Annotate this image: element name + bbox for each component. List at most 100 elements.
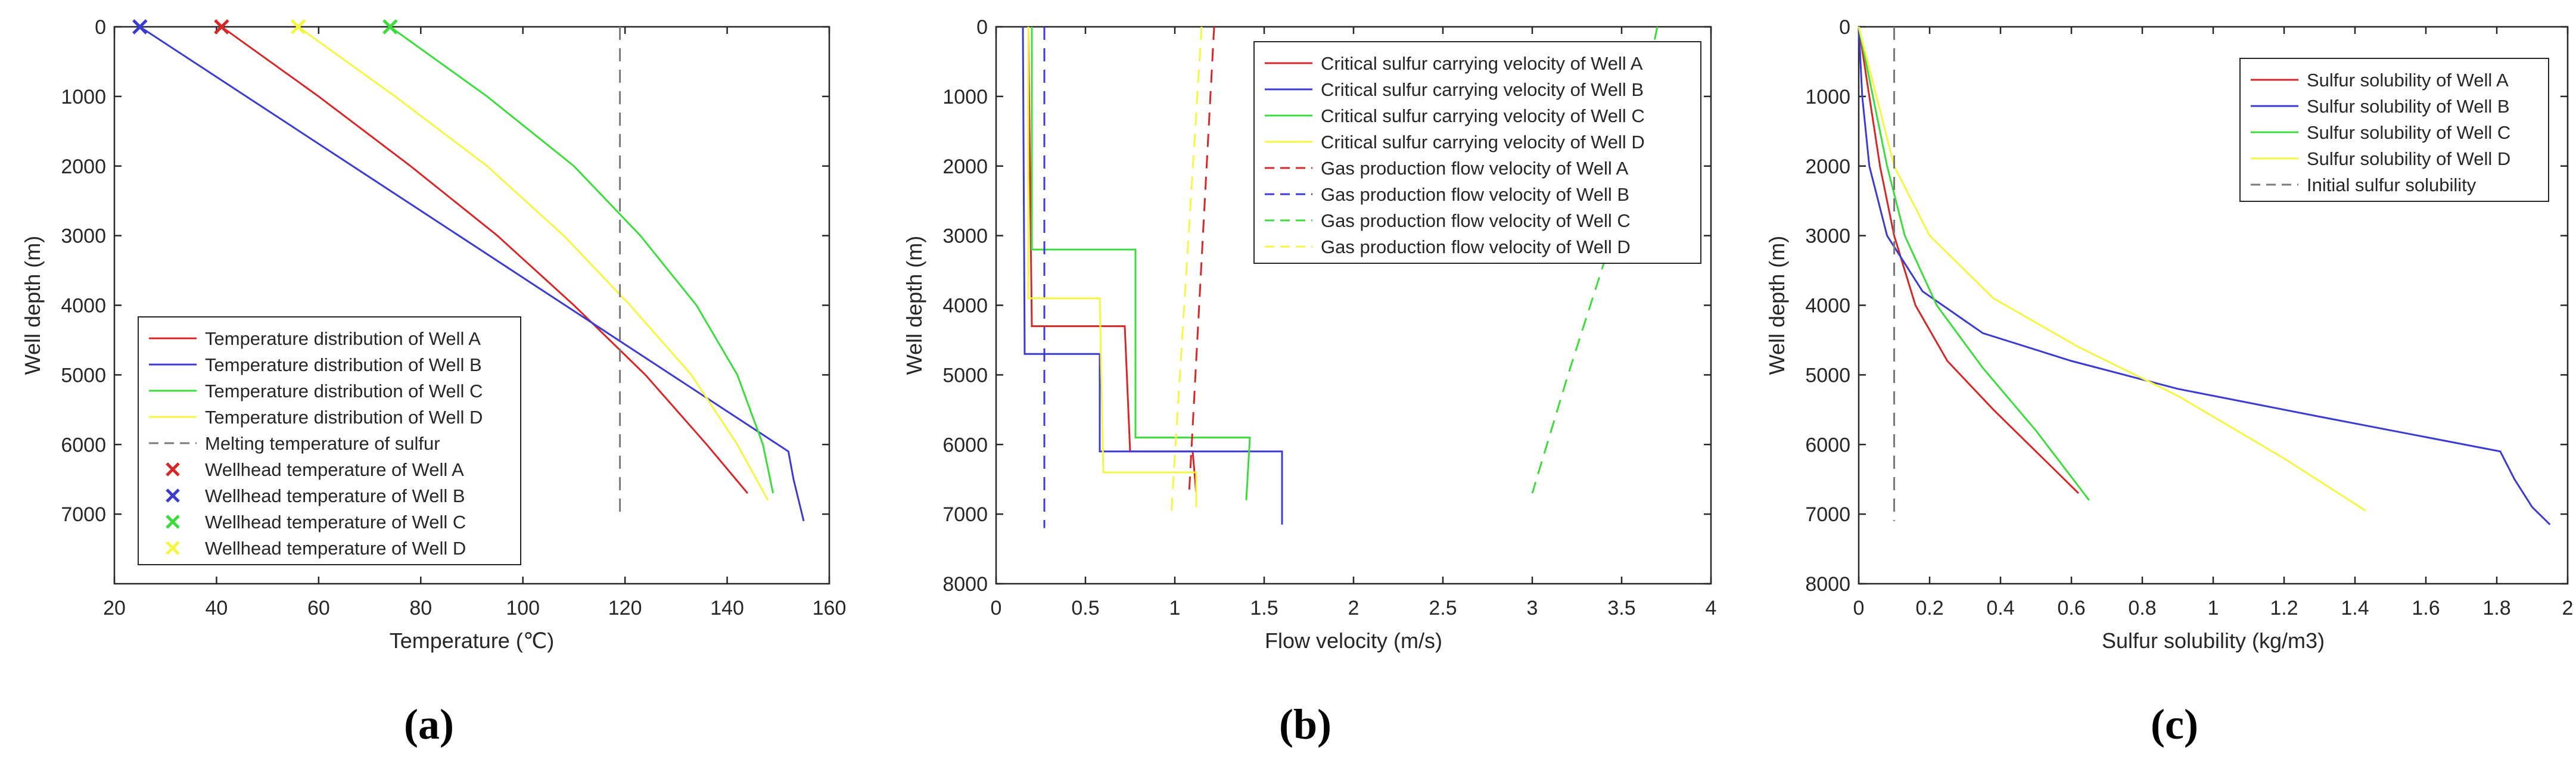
chart-c: 0 0.2 0.4 0.6 0.8 1 1.2 1.4 1.6 1.8 2 0 1000 2000 3000…: [1765, 16, 2573, 653]
legend-label: Temperature distribution of Well D: [205, 407, 483, 428]
legend-label: Initial sulfur solubility: [2307, 175, 2477, 195]
legend-entry: Temperature distribution of Well A: [149, 328, 481, 349]
y-tick-label: 1000: [942, 86, 988, 108]
y-tick-label: 1000: [1805, 86, 1850, 108]
legend-label: Critical sulfur carrying velocity of Wel…: [1321, 132, 1645, 152]
x-tick-label: 0.4: [1986, 597, 2014, 619]
legend-entry: Critical sulfur carrying velocity of Wel…: [1265, 105, 1645, 126]
legend-entry: Wellhead temperature of Well B: [166, 485, 465, 506]
series-line-b-1: [139, 26, 805, 522]
legend-entry: Gas production flow velocity of Well A: [1265, 158, 1629, 179]
legend-label: Gas production flow velocity of Well A: [1321, 158, 1629, 179]
y-tick-label: 6000: [61, 434, 106, 456]
x-tick-label: 1: [1169, 597, 1181, 619]
y-tick-label: 2000: [61, 155, 106, 178]
legend-entry: Initial sulfur solubility: [2251, 175, 2477, 195]
y-axis-label: Well depth (m): [20, 236, 45, 375]
legend-entry: Critical sulfur carrying velocity of Wel…: [1265, 79, 1644, 100]
x-tick-label: 80: [409, 597, 432, 619]
y-tick-label: 7000: [1805, 503, 1850, 526]
wellhead-marker-d: [290, 19, 306, 35]
x-tick-label: 4: [1706, 597, 1717, 619]
x-tick-label: 1.2: [2270, 597, 2298, 619]
legend-label: Wellhead temperature of Well D: [205, 538, 466, 559]
legend-label: Temperature distribution of Well B: [205, 354, 482, 375]
legend-label: Gas production flow velocity of Well D: [1321, 236, 1631, 257]
y-tick-label: 4000: [1805, 295, 1850, 317]
y-tick-label: 5000: [942, 364, 988, 387]
chart-b: 0 0.5 1 1.5 2 2.5 3 3.5 4 0 1000 2000 3000 4000 5000 60…: [902, 16, 1716, 653]
series-line-d-7: [1170, 26, 1203, 515]
x-tick-label: 60: [307, 597, 330, 619]
wellhead-marker-b: [132, 19, 148, 35]
x-tick-label: 0.2: [1915, 597, 1943, 619]
legend-entry: Temperature distribution of Well D: [149, 407, 483, 428]
legend-entry: Sulfur solubility of Well A: [2251, 70, 2509, 91]
legend-label: Critical sulfur carrying velocity of Wel…: [1321, 79, 1644, 100]
series-line-c-2: [390, 26, 774, 494]
caption-a: (a): [404, 700, 454, 748]
x-tick-label: 100: [506, 597, 540, 619]
series-line-a-0: [1027, 26, 1197, 494]
legend-marker: [166, 488, 180, 503]
legend-entry: Wellhead temperature of Well C: [166, 512, 466, 533]
legend-label: Wellhead temperature of Well B: [205, 485, 465, 506]
legend-entry: Critical sulfur carrying velocity of Wel…: [1265, 53, 1643, 74]
series-line-d-3: [1027, 27, 1197, 507]
series-line-c-2: [1858, 26, 2090, 501]
legend-entry: Temperature distribution of Well B: [149, 354, 482, 375]
x-tick-label: 1.6: [2412, 597, 2440, 619]
legend-a: Temperature distribution of Well A Temper…: [138, 316, 521, 565]
x-tick-label: 40: [206, 597, 228, 619]
y-axis-label: Well depth (m): [1765, 236, 1789, 375]
legend-label: Gas production flow velocity of Well C: [1321, 210, 1631, 231]
x-tick-label: 0: [991, 597, 1002, 619]
legend-entry: Wellhead temperature of Well D: [166, 538, 466, 559]
legend-label: Sulfur solubility of Well C: [2307, 122, 2510, 143]
x-tick-label: 2: [1348, 597, 1359, 619]
legend-marker: [166, 462, 180, 477]
caption-b: (b): [1279, 700, 1331, 748]
y-tick-label: 7000: [942, 503, 988, 526]
x-axis-label: Flow velocity (m/s): [1265, 628, 1442, 653]
y-tick-label: 8000: [1805, 573, 1850, 596]
legend-label: Temperature distribution of Well C: [205, 381, 483, 401]
legend-label: Wellhead temperature of Well C: [205, 512, 466, 533]
series-line-a-4: [1188, 26, 1215, 494]
x-tick-label: 2.5: [1429, 597, 1457, 619]
legend-entry: Gas production flow velocity of Well B: [1265, 184, 1629, 205]
x-tick-label: 3.5: [1607, 597, 1635, 619]
x-tick-label: 1.4: [2341, 597, 2369, 619]
legend-label: Gas production flow velocity of Well B: [1321, 184, 1629, 205]
series-line-b-1: [1858, 26, 2551, 525]
y-tick-label: 5000: [1805, 364, 1850, 387]
y-tick-label: 0: [95, 16, 106, 39]
x-tick-label: 140: [710, 597, 744, 619]
legend-label: Sulfur solubility of Well A: [2307, 70, 2509, 91]
x-tick-label: 20: [103, 597, 126, 619]
legend-marker: [166, 541, 180, 555]
x-tick-label: 1.5: [1250, 597, 1278, 619]
y-tick-label: 0: [1839, 16, 1850, 39]
series-line-a-0: [1858, 26, 2079, 494]
x-tick-label: 120: [608, 597, 642, 619]
legend-marker: [166, 515, 180, 529]
series-line-d-3: [297, 26, 769, 501]
series-line-d-3: [1858, 26, 2366, 512]
y-tick-label: 6000: [942, 434, 988, 456]
legend-label: Sulfur solubility of Well D: [2307, 148, 2510, 169]
x-tick-label: 0: [1853, 597, 1865, 619]
legend-c: Sulfur solubility of Well A Sulfur solubi…: [2239, 58, 2549, 202]
legend-label: Sulfur solubility of Well B: [2307, 96, 2510, 117]
legend-b: Critical sulfur carrying velocity of Wel…: [1253, 41, 1701, 264]
legend-entry: Gas production flow velocity of Well D: [1265, 236, 1631, 257]
chart-a: 20 40 60 80 100 120 140 160 0 1000 2000 3000 4000 500…: [20, 16, 846, 653]
x-tick-label: 2: [2562, 597, 2574, 619]
y-tick-label: 5000: [61, 364, 106, 387]
x-tick-label: 160: [813, 597, 847, 619]
y-axis-label: Well depth (m): [902, 236, 926, 375]
legend-label: Critical sulfur carrying velocity of Wel…: [1321, 53, 1643, 74]
y-tick-label: 4000: [61, 295, 106, 317]
legend-entry: Sulfur solubility of Well D: [2251, 148, 2510, 169]
